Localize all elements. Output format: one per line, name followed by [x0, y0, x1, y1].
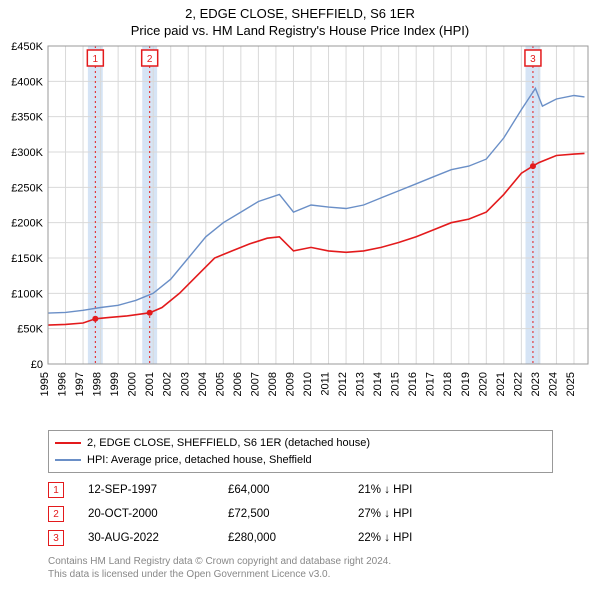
sales-events: 1 12-SEP-1997 £64,000 21% ↓ HPI 2 20-OCT…	[48, 478, 553, 550]
title-line2: Price paid vs. HM Land Registry's House …	[0, 23, 600, 40]
event-badge: 2	[48, 506, 64, 522]
svg-text:£400K: £400K	[11, 76, 43, 88]
svg-text:2025: 2025	[565, 372, 577, 396]
svg-text:2008: 2008	[267, 372, 279, 396]
svg-text:2015: 2015	[390, 372, 402, 396]
legend-label: HPI: Average price, detached house, Shef…	[87, 452, 312, 469]
svg-text:2005: 2005	[214, 372, 226, 396]
event-badge: 1	[48, 482, 64, 498]
svg-text:2004: 2004	[197, 372, 209, 396]
table-row: 1 12-SEP-1997 £64,000 21% ↓ HPI	[48, 478, 553, 502]
svg-text:2017: 2017	[425, 372, 437, 396]
svg-text:2019: 2019	[460, 372, 472, 396]
svg-text:1997: 1997	[74, 372, 86, 396]
svg-text:£150K: £150K	[11, 253, 43, 265]
event-delta: 27% ↓ HPI	[358, 508, 478, 520]
event-badge: 3	[48, 530, 64, 546]
svg-text:2: 2	[147, 54, 153, 65]
legend-swatch	[55, 459, 81, 461]
svg-text:2021: 2021	[495, 372, 507, 396]
legend-swatch	[55, 442, 81, 444]
svg-text:2012: 2012	[337, 372, 349, 396]
svg-text:3: 3	[530, 54, 536, 65]
svg-text:1999: 1999	[109, 372, 121, 396]
svg-text:2000: 2000	[127, 372, 139, 396]
legend-label: 2, EDGE CLOSE, SHEFFIELD, S6 1ER (detach…	[87, 435, 370, 452]
chart-svg: £0 £50K £100K £150K £200K £250K £300K £350K £400…	[0, 42, 600, 422]
event-price: £64,000	[228, 484, 358, 496]
event-price: £72,500	[228, 508, 358, 520]
svg-text:1996: 1996	[57, 372, 69, 396]
svg-text:2009: 2009	[284, 372, 296, 396]
svg-text:2006: 2006	[232, 372, 244, 396]
svg-text:1998: 1998	[92, 372, 104, 396]
svg-text:£0: £0	[31, 359, 43, 371]
svg-text:1: 1	[93, 54, 99, 65]
svg-text:£250K: £250K	[11, 182, 43, 194]
event-date: 12-SEP-1997	[88, 484, 228, 496]
svg-text:£450K: £450K	[11, 42, 43, 53]
table-row: 3 30-AUG-2022 £280,000 22% ↓ HPI	[48, 526, 553, 550]
svg-text:2024: 2024	[547, 372, 559, 396]
chart-legend: 2, EDGE CLOSE, SHEFFIELD, S6 1ER (detach…	[48, 430, 553, 473]
svg-text:2022: 2022	[512, 372, 524, 396]
svg-text:2001: 2001	[144, 372, 156, 396]
legend-row: 2, EDGE CLOSE, SHEFFIELD, S6 1ER (detach…	[55, 435, 546, 452]
attribution-footer: Contains HM Land Registry data © Crown c…	[48, 556, 391, 581]
svg-text:1995: 1995	[39, 372, 51, 396]
page: 2, EDGE CLOSE, SHEFFIELD, S6 1ER Price p…	[0, 0, 600, 590]
svg-text:£350K: £350K	[11, 112, 43, 124]
svg-text:2002: 2002	[162, 372, 174, 396]
svg-text:2003: 2003	[179, 372, 191, 396]
footer-line1: Contains HM Land Registry data © Crown c…	[48, 556, 391, 569]
svg-text:2010: 2010	[302, 372, 314, 396]
svg-text:2007: 2007	[249, 372, 261, 396]
svg-text:£300K: £300K	[11, 147, 43, 159]
svg-text:2018: 2018	[442, 372, 454, 396]
svg-text:£200K: £200K	[11, 218, 43, 230]
price-chart: £0 £50K £100K £150K £200K £250K £300K £350K £400…	[0, 42, 600, 422]
table-row: 2 20-OCT-2000 £72,500 27% ↓ HPI	[48, 502, 553, 526]
legend-row: HPI: Average price, detached house, Shef…	[55, 452, 546, 469]
footer-line2: This data is licensed under the Open Gov…	[48, 569, 391, 582]
svg-text:£100K: £100K	[11, 288, 43, 300]
event-delta: 21% ↓ HPI	[358, 484, 478, 496]
event-delta: 22% ↓ HPI	[358, 532, 478, 544]
event-date: 30-AUG-2022	[88, 532, 228, 544]
event-price: £280,000	[228, 532, 358, 544]
svg-text:2014: 2014	[372, 372, 384, 396]
svg-text:£50K: £50K	[17, 324, 43, 336]
svg-text:2013: 2013	[355, 372, 367, 396]
svg-text:2011: 2011	[320, 372, 332, 396]
svg-text:2020: 2020	[477, 372, 489, 396]
svg-text:2016: 2016	[407, 372, 419, 396]
svg-text:2023: 2023	[530, 372, 542, 396]
title-line1: 2, EDGE CLOSE, SHEFFIELD, S6 1ER	[0, 6, 600, 23]
event-date: 20-OCT-2000	[88, 508, 228, 520]
chart-title: 2, EDGE CLOSE, SHEFFIELD, S6 1ER Price p…	[0, 0, 600, 40]
